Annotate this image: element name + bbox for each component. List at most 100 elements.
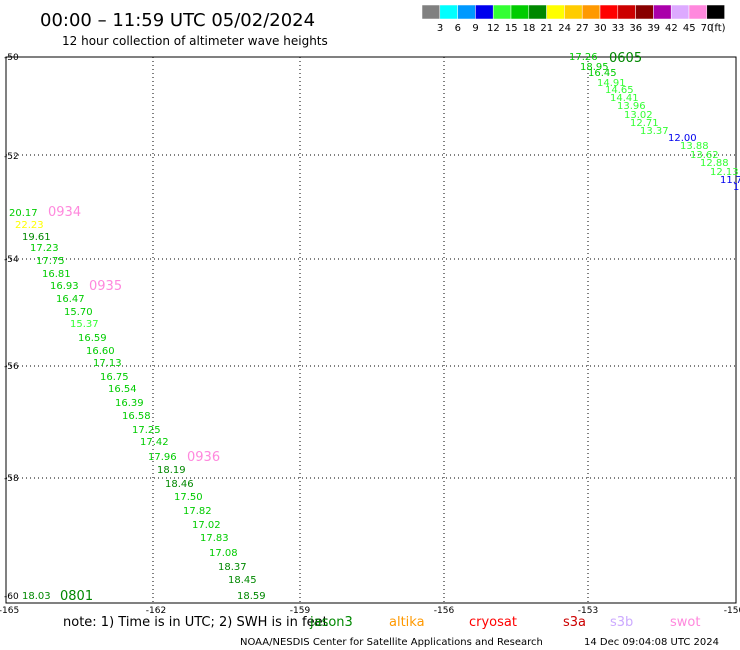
scale-swatch (475, 4, 494, 20)
east-track-reading: 12.88 (700, 158, 729, 169)
east-track-time-label: 0605 (609, 51, 642, 66)
satellite-legend-altika: altika (389, 615, 425, 630)
lat-label: -56 (4, 362, 19, 372)
east-track-reading: 18.95 (580, 62, 609, 73)
footer-credit: NOAA/NESDIS Center for Satellite Applica… (240, 637, 543, 648)
west-track-reading: 17.42 (140, 437, 169, 448)
graticule (6, 57, 736, 603)
scale-label: 36 (629, 23, 642, 34)
west-track-reading: 18.19 (157, 465, 186, 476)
scale-swatch (617, 4, 636, 20)
west-track-reading: 18.59 (237, 591, 266, 602)
west-track-time-label: 0935 (89, 279, 122, 294)
west-track-reading: 17.23 (30, 243, 59, 254)
west-track-reading: 17.96 (148, 452, 177, 463)
scale-swatch (581, 4, 601, 20)
lon-label: -153 (578, 606, 598, 616)
east-track-reading: 14.41 (610, 93, 639, 104)
west-track-reading: 18.45 (228, 575, 257, 586)
lon-label: -159 (290, 606, 311, 616)
scale-swatch (492, 4, 512, 20)
west-track-reading: 16.39 (115, 398, 144, 409)
scale-swatch (670, 4, 690, 20)
lat-label: -52 (4, 152, 19, 162)
west-track-reading: 18.37 (218, 562, 247, 573)
west-track-reading: 17.82 (183, 506, 212, 517)
west-track-reading: 18.46 (165, 479, 194, 490)
axis-labels: -50 -52 -54 -56 -58 -60 -165 -162 -159 -156 -153 -1… (0, 53, 740, 616)
plot-border (5, 56, 737, 604)
scale-swatch (510, 4, 530, 20)
east-track-reading: 13.88 (680, 141, 709, 152)
west-track-reading: 20.17 (9, 208, 38, 219)
lat-label: -54 (4, 255, 19, 265)
lon-label: -165 (0, 606, 19, 616)
scale-label: 3 (437, 23, 443, 34)
map-subtitle: 12 hour collection of altimeter wave hei… (62, 34, 328, 48)
wave-height-color-scale: 3 6 9 12 15 18 21 24 27 30 33 36 39 42 45 70(ft) (421, 4, 726, 34)
lat-label: -50 (4, 53, 19, 63)
scale-label: 15 (505, 23, 518, 34)
scale-label: 24 (558, 23, 571, 34)
west-track-time-label: 0801 (60, 589, 93, 604)
west-track-reading: 19.61 (22, 232, 51, 243)
satellite-legend-s3b: s3b (610, 615, 633, 630)
west-track-reading: 16.75 (100, 372, 129, 383)
footer-note: note: 1) Time is in UTC; 2) SWH is in fe… (63, 615, 328, 630)
west-track-reading: 17.75 (36, 256, 65, 267)
scale-swatch (688, 4, 708, 20)
east-track-reading: 11.7 (720, 175, 740, 186)
scale-label: 42 (665, 23, 678, 34)
west-track-reading: 17.08 (209, 548, 238, 559)
east-track-reading: 14.65 (605, 85, 634, 96)
lon-label: -150 (724, 606, 740, 616)
east-track-reading: 12.00 (668, 133, 697, 144)
footer-timestamp: 14 Dec 09:04:08 UTC 2024 (584, 637, 719, 648)
scale-swatch (599, 4, 619, 20)
scale-label: 39 (647, 23, 660, 34)
west-track-time-label: 0936 (187, 450, 220, 465)
west-track-reading: 16.54 (108, 384, 137, 395)
scale-label: 45 (683, 23, 696, 34)
scale-label: (ft) (710, 23, 725, 34)
west-track-reading: 15.37 (70, 319, 99, 330)
west-track-reading: 16.93 (50, 281, 79, 292)
west-track-reading: 16.58 (122, 411, 151, 422)
east-track-reading: 12.71 (630, 118, 659, 129)
west-track-reading: 16.81 (42, 269, 71, 280)
lat-label: -58 (4, 474, 19, 484)
satellite-legend-jason3: jason3 (309, 615, 353, 630)
map-title: 00:00 – 11:59 UTC 05/02/2024 (40, 10, 315, 31)
scale-swatch (421, 4, 441, 20)
east-track-reading: 12.13 (710, 167, 739, 178)
west-track-reading: 15.70 (64, 307, 93, 318)
scale-label: 12 (487, 23, 500, 34)
satellite-legend-s3a: s3a (563, 615, 586, 630)
scale-label: 27 (576, 23, 589, 34)
east-track-reading: 13.62 (690, 150, 719, 161)
east-track-reading: 17.26 (569, 52, 598, 63)
scale-swatch (635, 4, 654, 20)
scale-swatch (564, 4, 583, 20)
west-track-reading: 17.02 (192, 520, 221, 531)
lon-label: -162 (146, 606, 166, 616)
satellite-legend-swot: swot (670, 615, 700, 630)
west-track-reading: 17.25 (132, 425, 161, 436)
lat-label: -60 (4, 592, 19, 602)
east-track-reading: 13.02 (624, 110, 653, 121)
east-track-reading: 13.37 (640, 126, 669, 137)
scale-swatch (706, 4, 725, 20)
scale-swatch (546, 4, 565, 20)
west-track-reading: 17.50 (174, 492, 203, 503)
scale-swatch (457, 4, 476, 20)
west-track-reading: 22.23 (15, 220, 44, 231)
scale-label: 9 (472, 23, 478, 34)
east-track-reading: 13.96 (617, 101, 646, 112)
scale-label: 30 (594, 23, 607, 34)
map-frame (5, 56, 737, 604)
east-track: 17.2618.9516.4514.9114.6514.4113.9613.02… (569, 51, 740, 193)
west-track-reading: 17.83 (200, 533, 229, 544)
east-track-reading: 16.45 (588, 68, 617, 79)
scale-swatch (439, 4, 458, 20)
